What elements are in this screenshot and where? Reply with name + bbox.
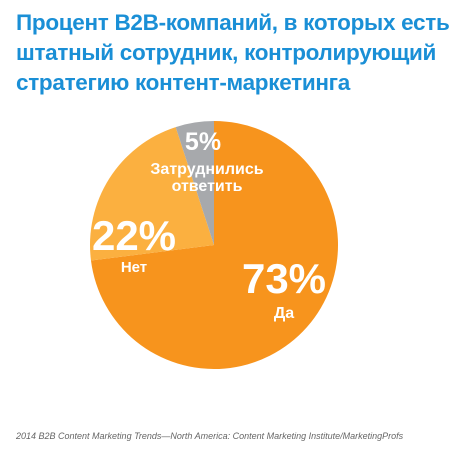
source-note: 2014 B2B Content Marketing Trends—North … — [16, 431, 404, 441]
slice-undecided — [175, 121, 214, 245]
slice-yes — [90, 121, 339, 369]
chart-title: Процент B2B-компаний, в которых есть шта… — [16, 8, 456, 98]
pie-slices — [90, 121, 339, 369]
slice-label-undecided: Затруднились ответить — [150, 161, 263, 195]
slice-value-no: 22% — [92, 212, 176, 259]
title-line-1: Процент B2B-компаний, в которых есть — [16, 10, 450, 35]
slice-label-yes: Да — [274, 305, 294, 322]
slice-value-yes: 73% — [242, 255, 326, 302]
title-line-3: стратегию контент-маркетинга — [16, 70, 350, 95]
slice-value-undecided: 5% — [185, 128, 221, 156]
slice-label-no: Нет — [121, 259, 147, 276]
slice-no — [90, 127, 214, 261]
slice-label-undecided-line-2: ответить — [172, 178, 243, 195]
title-line-2: штатный сотрудник, контролирующий — [16, 40, 437, 65]
slice-label-undecided-line-1: Затруднились — [150, 161, 263, 178]
